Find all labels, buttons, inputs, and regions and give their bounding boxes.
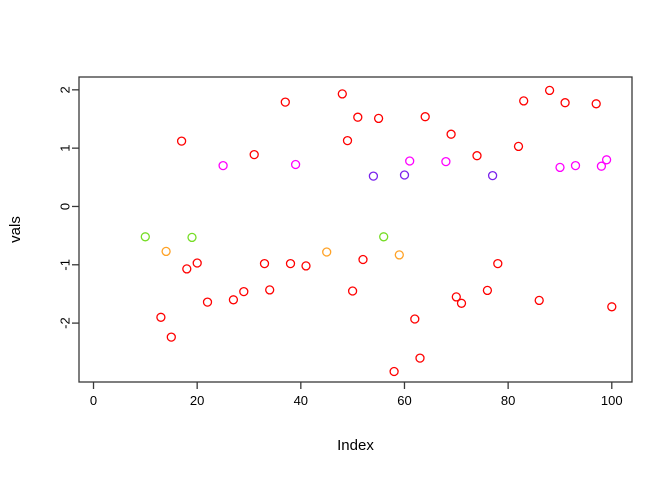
data-point-red [534,295,544,306]
x-tick-label: 0 [90,393,97,408]
data-point-red [513,141,524,152]
data-point-orange [161,246,171,257]
data-point-magenta [290,159,301,170]
data-point-red [607,302,617,312]
data-point-red [591,99,601,109]
data-point-red [239,286,249,297]
data-point-green [140,232,150,242]
data-point-red [182,264,192,274]
data-point-magenta [596,161,607,171]
y-axis-label: vals [7,216,24,243]
data-point-magenta [555,162,565,173]
data-point-red [347,286,358,296]
data-point-red [353,112,363,122]
x-tick-label: 60 [397,393,411,408]
plot-area-border [78,76,633,383]
x-tick-label: 100 [601,393,623,408]
data-point-red [446,129,456,139]
data-point-red [519,96,529,106]
data-point-red [156,312,166,322]
data-point-red [472,151,482,161]
data-point-red [373,113,384,124]
data-point-magenta [441,156,451,167]
data-point-green [187,232,197,243]
data-point-red [265,285,275,295]
y-tick-label: -2 [58,317,73,329]
data-point-red [544,85,555,96]
data-point-red [415,353,425,363]
data-point-red [202,297,213,307]
data-point-red [301,261,311,271]
data-point-red [420,112,430,122]
data-point-red [166,332,176,342]
data-point-violet [368,171,379,181]
data-point-red [259,258,270,269]
data-point-magenta [570,160,581,171]
data-point-red [389,366,399,377]
x-tick-label: 20 [190,393,204,408]
data-point-red [285,258,296,269]
x-axis: 0 20 40 60 80 100 [90,382,623,408]
data-point-red [482,285,493,296]
data-point-violet [487,170,498,181]
y-tick-label: 1 [58,145,73,152]
y-tick-label: 0 [58,203,73,210]
data-point-violet [399,170,410,180]
x-tick-label: 80 [501,393,515,408]
data-point-magenta [218,160,228,171]
data-point-red [493,258,503,269]
data-point-red [228,295,239,305]
data-point-red [560,98,570,108]
x-tick-label: 40 [294,393,308,408]
data-point-red [410,314,420,324]
data-point-red [456,298,467,308]
data-point-red [342,135,353,146]
data-points [140,85,617,377]
data-point-red [337,89,347,99]
data-point-red [176,136,187,146]
y-axis: -2 -1 0 1 2 [58,86,79,329]
data-point-orange [322,247,332,257]
data-point-magenta [405,156,415,166]
y-tick-label: 2 [58,86,73,93]
data-point-red [249,149,259,160]
data-point-magenta [601,155,612,165]
data-point-red [192,258,202,268]
data-point-orange [394,250,404,260]
x-axis-label: Index [337,437,374,454]
data-point-red [280,97,290,107]
y-tick-label: -1 [58,259,73,271]
data-point-red [358,254,368,265]
data-point-red [451,292,461,302]
data-point-green [379,232,389,242]
